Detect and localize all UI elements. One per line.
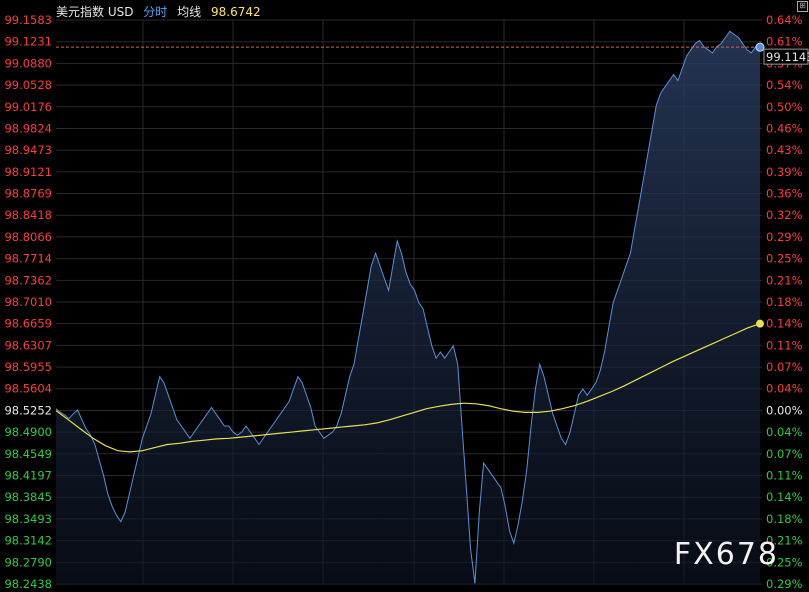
pct-tick-label: 0.04% <box>766 425 803 439</box>
price-line <box>55 30 761 584</box>
y-tick-label: 98.9121 <box>4 165 52 179</box>
y-tick-label: 98.4900 <box>4 425 52 439</box>
pct-tick-label: 0.07% <box>766 360 803 374</box>
mode-tab-intraday[interactable]: 分时 <box>143 5 168 19</box>
y-tick-label: 98.9473 <box>4 143 52 157</box>
y-tick-label: 98.7010 <box>4 295 52 309</box>
y-tick-label: 98.4197 <box>4 469 52 483</box>
y-tick-label: 98.3493 <box>4 512 52 526</box>
y-tick-label: 98.8066 <box>4 230 52 244</box>
pct-tick-label: 0.21% <box>766 534 803 548</box>
pct-tick-label: 0.25% <box>766 555 803 569</box>
y-tick-label: 98.6659 <box>4 317 52 331</box>
y-tick-label: 98.8769 <box>4 187 52 201</box>
y-tick-label: 98.9824 <box>4 121 52 135</box>
current-price-tag: 99.1143 <box>763 48 809 65</box>
expand-icon[interactable]: ⊞ <box>797 1 808 12</box>
price-end-dot <box>755 42 765 52</box>
pct-tick-label: 0.21% <box>766 273 803 287</box>
pct-tick-label: 0.18% <box>766 295 803 309</box>
y-tick-label: 99.0176 <box>4 100 52 114</box>
average-end-dot <box>756 319 764 328</box>
avg-label: 均线 <box>177 5 202 19</box>
pct-tick-label: 0.07% <box>766 447 803 461</box>
pct-tick-label: 0.39% <box>766 165 803 179</box>
y-tick-label: 98.5955 <box>4 360 52 374</box>
current-price-label: 99.1143 <box>766 50 809 64</box>
pct-tick-label: 0.50% <box>766 100 803 114</box>
y-tick-label: 98.7714 <box>4 252 52 266</box>
pct-tick-label: 0.29% <box>766 577 803 591</box>
y-tick-label: 99.1231 <box>4 35 52 49</box>
y-tick-label: 98.5604 <box>4 382 52 396</box>
pct-tick-label: 0.25% <box>766 252 803 266</box>
y-tick-label: 99.1583 <box>4 13 52 27</box>
pct-tick-label: 0.43% <box>766 143 803 157</box>
pct-tick-label: 0.04% <box>766 382 803 396</box>
pct-tick-label: 0.61% <box>766 35 803 49</box>
y-tick-label: 98.5252 <box>4 403 52 417</box>
y-tick-label: 98.3142 <box>4 534 52 548</box>
pct-tick-label: 0.18% <box>766 512 803 526</box>
instrument-title: 美元指数 USD <box>56 5 134 19</box>
y-tick-label: 99.0880 <box>4 56 52 70</box>
y-tick-label: 98.7362 <box>4 273 52 287</box>
pct-tick-label: 0.11% <box>766 338 803 352</box>
y-tick-label: 98.8418 <box>4 208 52 222</box>
pct-tick-label: 0.54% <box>766 78 803 92</box>
y-tick-label: 98.6307 <box>4 338 52 352</box>
pct-tick-label: 0.14% <box>766 490 803 504</box>
pct-tick-label: 0.46% <box>766 121 803 135</box>
watermark: FX678 <box>673 537 779 572</box>
pct-tick-label: 0.36% <box>766 187 803 201</box>
y-tick-label: 98.2438 <box>4 577 52 591</box>
pct-tick-label: 0.11% <box>766 469 803 483</box>
y-tick-label: 98.3845 <box>4 490 52 504</box>
avg-value: 98.6742 <box>210 5 261 19</box>
pct-tick-label: 0.14% <box>766 317 803 331</box>
pct-tick-label: 0.32% <box>766 208 803 222</box>
y-tick-label: 98.2790 <box>4 555 52 569</box>
pct-tick-label: 0.29% <box>766 230 803 244</box>
y-tick-label: 98.4549 <box>4 447 52 461</box>
average-line <box>55 323 761 453</box>
pct-tick-label: 0.00% <box>766 403 803 417</box>
y-tick-label: 99.0528 <box>4 78 52 92</box>
price-area <box>56 31 760 585</box>
pct-tick-label: 0.64% <box>766 13 803 27</box>
chart-header: 美元指数 USD 分时 均线 98.6742 <box>56 3 267 20</box>
